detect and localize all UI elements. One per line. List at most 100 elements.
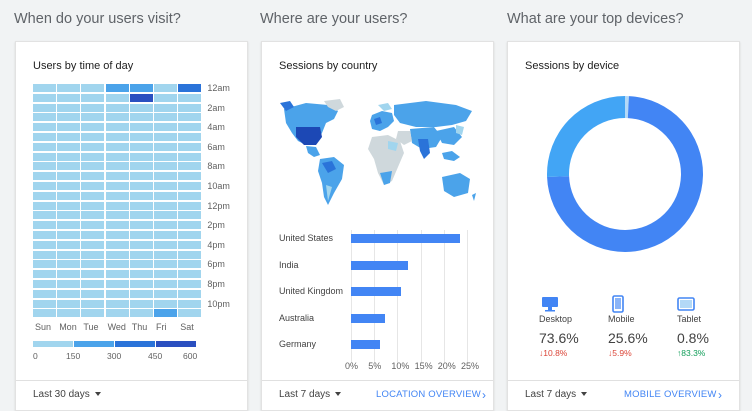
heatmap-cell — [105, 201, 129, 210]
chevron-right-icon[interactable]: › — [718, 388, 722, 402]
day-label: Fri — [156, 322, 167, 333]
heatmap-cell — [178, 84, 202, 92]
hour-label: 6am — [207, 141, 225, 152]
device-name-desktop: Desktop — [539, 314, 573, 324]
chevron-right-icon[interactable]: › — [482, 388, 486, 402]
heatmap-cell — [154, 260, 177, 269]
country-bar[interactable] — [351, 287, 402, 296]
device-value-desktop: 73.6% — [539, 330, 579, 346]
heatmap-cell — [105, 152, 129, 161]
heatmap-cell — [81, 152, 105, 161]
donut-slice-tablet[interactable] — [625, 96, 629, 119]
heatmap-cell — [105, 133, 129, 141]
heatmap-cell — [129, 211, 153, 220]
time-card-footer: Last 30 days — [16, 380, 247, 410]
country-bar[interactable] — [351, 260, 409, 270]
heatmap-cell — [129, 270, 153, 279]
heatmap-cell — [105, 221, 129, 230]
heatmap-cell — [105, 182, 129, 190]
heatmap-cell — [33, 299, 56, 308]
device-range-dropdown[interactable]: Last 7 days — [525, 389, 588, 400]
heatmap-cell — [81, 133, 105, 141]
heatmap-cell — [57, 152, 81, 161]
heatmap-cell — [129, 260, 153, 269]
heatmap-cell — [154, 270, 177, 279]
desktop-icon — [542, 297, 558, 312]
country-label: United States — [279, 233, 334, 243]
heatmap-cell — [81, 123, 105, 132]
heatmap-cell — [129, 182, 153, 190]
x-tick-label: 20% — [437, 360, 456, 371]
heatmap-cell — [105, 240, 129, 249]
heatmap-cell — [33, 191, 56, 200]
heatmap-cell — [154, 162, 177, 171]
country-range-dropdown[interactable]: Last 7 days — [279, 389, 342, 400]
heatmap-cell — [81, 201, 105, 210]
heatmap-cell — [57, 240, 81, 249]
world-map — [280, 99, 476, 205]
arrow-down-icon: ↓ — [608, 348, 613, 358]
device-range-label: Last 7 days — [525, 389, 577, 400]
heatmap-cell — [154, 221, 177, 230]
heatmap-cell — [129, 133, 153, 141]
mobile-overview-link[interactable]: MOBILE OVERVIEW — [624, 389, 717, 400]
heatmap-cell — [154, 182, 177, 190]
heatmap-cell — [81, 299, 105, 308]
legend-swatch — [156, 341, 196, 348]
country-bar[interactable] — [351, 234, 461, 243]
heatmap-cell — [57, 113, 81, 122]
heatmap-cell — [129, 201, 153, 210]
heatmap-cell — [57, 270, 81, 279]
mobile-icon — [612, 295, 624, 313]
country-bar[interactable] — [351, 340, 381, 349]
where-section-title: Where are your users? — [260, 11, 408, 27]
heatmap-cell — [178, 260, 202, 269]
heatmap-cell — [81, 103, 105, 112]
heatmap-cell — [33, 142, 56, 151]
heatmap-cell — [57, 309, 81, 318]
heatmap-cell — [105, 250, 129, 259]
heatmap-cell — [33, 172, 56, 181]
country-bar[interactable] — [351, 313, 385, 323]
heatmap-cell — [105, 113, 129, 122]
country-label: India — [279, 259, 299, 270]
heatmap-cell — [33, 270, 56, 279]
heatmap-cell — [178, 191, 202, 200]
x-tick-label: 0% — [345, 360, 359, 371]
heatmap-cell — [129, 280, 153, 288]
heatmap-cell — [57, 93, 81, 102]
hour-label: 6pm — [207, 259, 225, 270]
legend-swatch — [33, 341, 73, 348]
heatmap-cell — [57, 182, 81, 190]
heatmap-cell — [33, 182, 56, 190]
heatmap-cell — [81, 221, 105, 230]
heatmap-cell — [33, 133, 56, 141]
heatmap-cell — [178, 182, 202, 190]
heatmap-cell — [178, 152, 202, 161]
gridline — [420, 230, 422, 363]
arrow-down-icon: ↓ — [539, 348, 544, 358]
heatmap-cell — [154, 250, 177, 259]
heatmap-cell — [154, 240, 177, 249]
country-range-label: Last 7 days — [279, 389, 331, 400]
heatmap-cell — [178, 299, 202, 308]
gridline — [443, 230, 445, 363]
caret-down-icon — [581, 392, 588, 397]
donut-slice-mobile[interactable] — [547, 96, 625, 177]
heatmap-cell — [57, 103, 81, 112]
location-overview-link[interactable]: LOCATION OVERVIEW — [376, 389, 481, 400]
heatmap-cell — [105, 172, 129, 181]
heatmap-cell — [57, 260, 81, 269]
heatmap-cell — [81, 289, 105, 298]
hour-label: 12pm — [207, 200, 230, 211]
heatmap-cell — [33, 93, 56, 102]
heatmap-cell — [154, 133, 177, 141]
heatmap-cell — [178, 201, 202, 210]
time-range-dropdown[interactable]: Last 30 days — [33, 389, 101, 400]
heatmap-cell — [81, 280, 105, 288]
heatmap-cell — [81, 162, 105, 171]
hour-label: 10am — [207, 181, 230, 191]
heatmap-cell — [154, 84, 177, 92]
caret-down-icon — [94, 392, 101, 397]
country-bar-chart: 0% 5% 10% 15% 20% 25% United States India United… — [262, 42, 495, 382]
